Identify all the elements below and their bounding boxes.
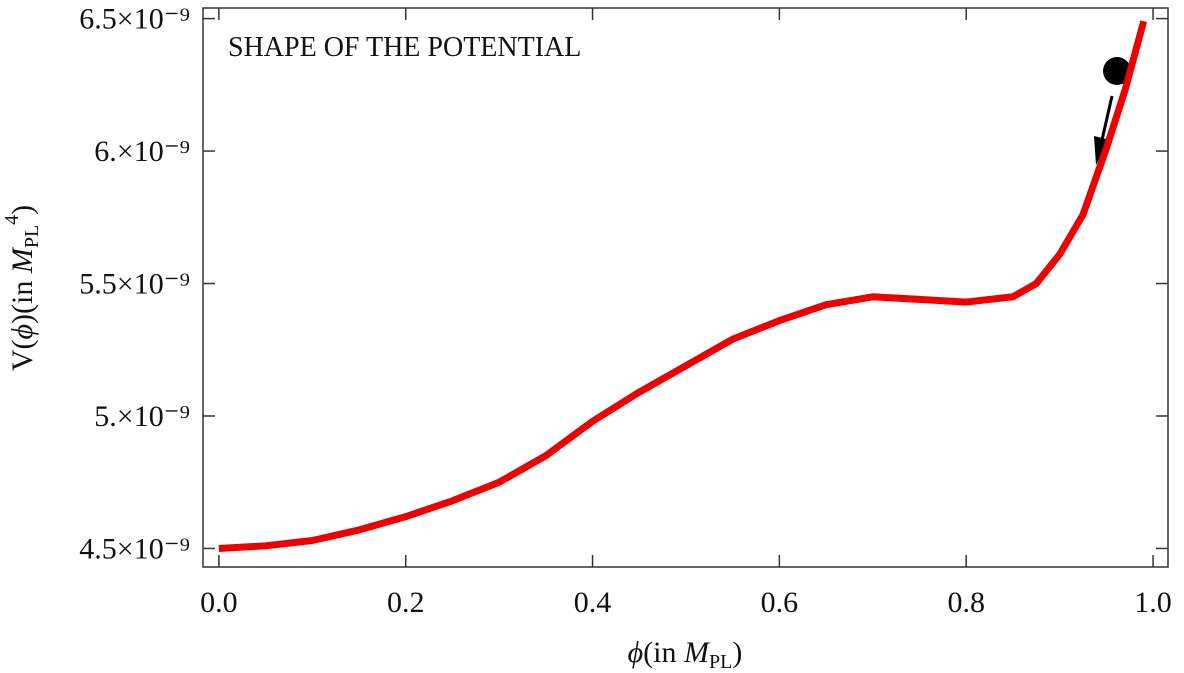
label-part: )(in: [6, 273, 39, 324]
x-tick-label: 0.8: [947, 586, 985, 619]
label-part: PL: [709, 651, 732, 673]
label-part: M: [6, 246, 39, 274]
label-part: M: [683, 636, 711, 669]
x-tick-label: 1.0: [1134, 586, 1172, 619]
x-tick-label: 0.0: [200, 586, 238, 619]
x-axis-label: ϕ(in MPL): [628, 636, 743, 673]
series-line: [218, 20, 1148, 552]
ball-and-arrow: [1094, 57, 1131, 165]
label-part: ): [732, 636, 742, 669]
y-tick-label: 5.5×10⁻⁹: [79, 268, 190, 301]
y-axis-label: V(ϕ)(in MPL4): [1, 205, 43, 371]
label-part: 4: [1, 215, 23, 225]
arrow-shaft: [1100, 95, 1114, 141]
x-tick-label: 0.2: [387, 586, 425, 619]
y-tick-label: 5.×10⁻⁹: [94, 400, 190, 433]
ball: [1103, 57, 1131, 85]
y-tick-label: 4.5×10⁻⁹: [79, 532, 190, 565]
label-part: ϕ: [6, 324, 39, 340]
label-part: V(: [6, 340, 39, 372]
x-tick-label: 0.6: [761, 586, 799, 619]
x-tick-label: 0.4: [574, 586, 612, 619]
plot-frame: [202, 7, 1169, 568]
label-part: PL: [21, 225, 43, 248]
y-tick-label: 6.×10⁻⁹: [94, 135, 190, 168]
y-tick-label: 6.5×10⁻⁹: [79, 3, 190, 36]
label-part: ϕ: [628, 636, 644, 669]
annotation: SHAPE OF THE POTENTIAL: [228, 32, 581, 63]
label-part: ): [6, 205, 39, 215]
label-part: (in: [643, 636, 684, 669]
